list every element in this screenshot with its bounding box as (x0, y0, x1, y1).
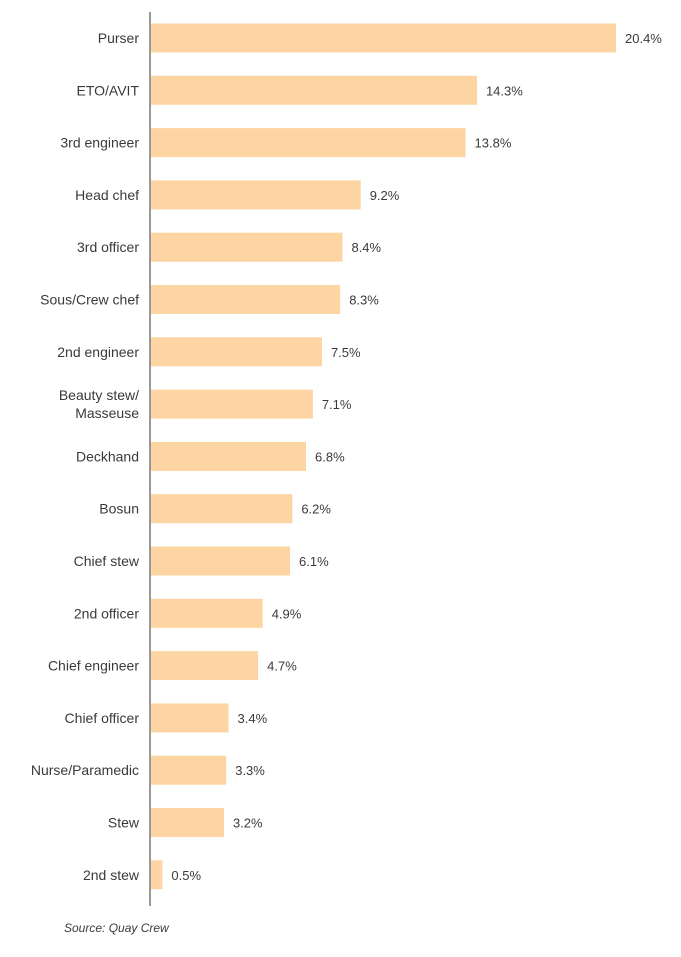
value-label: 6.2% (301, 502, 331, 517)
category-label: ETO/AVIT (77, 82, 140, 98)
category-label: Deckhand (76, 448, 139, 464)
bar (151, 337, 322, 367)
value-label: 3.4% (238, 711, 268, 726)
bar (151, 860, 163, 890)
category-label: 3rd engineer (60, 135, 139, 151)
bar (151, 441, 306, 471)
category-label: 3rd officer (77, 239, 139, 255)
category-label: Bosun (99, 501, 139, 517)
value-label: 6.8% (315, 449, 345, 464)
category-label: 2nd officer (74, 605, 139, 621)
category-label: 2nd engineer (57, 344, 139, 360)
bar (151, 808, 224, 837)
value-label: 8.3% (349, 293, 379, 308)
category-label: Stew (108, 815, 140, 831)
bar (151, 23, 616, 53)
value-label: 6.1% (299, 554, 329, 569)
value-label: 20.4% (625, 31, 662, 46)
bar (151, 494, 293, 524)
bar (151, 75, 477, 105)
bar (151, 755, 227, 785)
category-label: Sous/Crew chef (40, 292, 139, 308)
bar (151, 128, 466, 158)
bar (151, 232, 343, 262)
bar (151, 180, 361, 210)
value-label: 4.9% (272, 606, 302, 621)
value-label: 9.2% (370, 188, 400, 203)
category-label: Chief officer (65, 710, 140, 726)
bar (151, 389, 313, 419)
value-label: 7.5% (331, 345, 361, 360)
category-label: Head chef (75, 187, 139, 203)
category-label: Purser (98, 30, 140, 46)
value-label: 4.7% (267, 659, 297, 674)
category-label: 2nd stew (83, 867, 140, 883)
category-label: Chief engineer (48, 658, 139, 674)
value-label: 14.3% (486, 83, 523, 98)
value-label: 8.4% (351, 240, 381, 255)
bar (151, 598, 263, 628)
category-label: Chief stew (74, 553, 140, 569)
bar (151, 651, 259, 681)
value-label: 3.3% (235, 763, 265, 778)
bar (151, 703, 229, 733)
category-label: Nurse/Paramedic (31, 762, 139, 778)
source-note: Source: Quay Crew (64, 921, 169, 935)
bar (151, 546, 291, 576)
value-label: 13.8% (475, 136, 512, 151)
value-label: 3.2% (233, 816, 263, 831)
bar (151, 285, 341, 314)
category-label: Beauty stew/Masseuse (59, 387, 139, 421)
value-label: 7.1% (322, 397, 352, 412)
value-label: 0.5% (171, 868, 201, 883)
